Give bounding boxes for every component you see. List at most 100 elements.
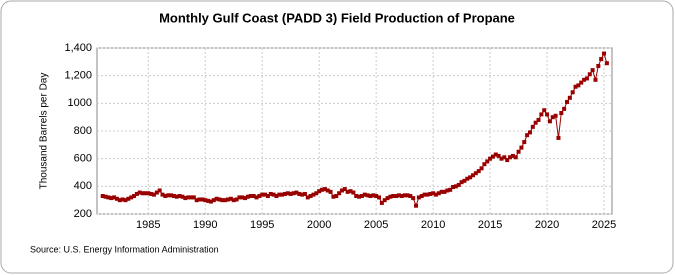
point	[451, 185, 456, 190]
point	[402, 193, 407, 198]
point	[550, 115, 555, 120]
point	[359, 194, 364, 199]
point	[112, 195, 117, 200]
point	[257, 194, 262, 199]
point	[191, 195, 196, 200]
point	[510, 153, 515, 158]
point	[345, 189, 350, 194]
point	[337, 191, 342, 196]
point	[602, 51, 607, 56]
point	[348, 189, 353, 194]
point	[117, 198, 122, 203]
point	[140, 191, 145, 196]
point	[391, 194, 396, 199]
point	[234, 197, 239, 202]
point	[240, 195, 245, 200]
y-tick-label: 400	[74, 180, 92, 192]
point	[374, 194, 379, 199]
point	[214, 196, 219, 201]
point	[479, 166, 484, 171]
point	[459, 180, 464, 185]
x-tick-label: 2020	[535, 219, 559, 231]
point	[129, 195, 134, 200]
point	[516, 149, 521, 154]
point	[223, 198, 228, 203]
point	[177, 194, 182, 199]
point	[248, 194, 253, 199]
point	[217, 197, 222, 202]
point	[137, 190, 142, 195]
point	[260, 192, 265, 197]
point	[485, 159, 490, 164]
point	[331, 194, 336, 199]
point	[419, 194, 424, 199]
point	[499, 156, 504, 161]
point	[414, 203, 419, 208]
x-tick-label: 2005	[364, 219, 388, 231]
point	[519, 145, 524, 150]
point	[288, 191, 293, 196]
point	[399, 194, 404, 199]
point	[476, 169, 481, 174]
point	[453, 184, 458, 189]
point	[314, 191, 319, 196]
point	[547, 119, 552, 124]
point	[545, 112, 550, 117]
point	[439, 189, 444, 194]
point	[163, 194, 168, 199]
point	[308, 194, 313, 199]
point	[564, 99, 569, 104]
point	[220, 198, 225, 203]
point	[146, 191, 151, 196]
y-tick-label: 1,400	[64, 42, 92, 54]
point	[388, 194, 393, 199]
point	[132, 194, 137, 199]
point	[576, 83, 581, 88]
point	[488, 156, 493, 161]
point	[448, 187, 453, 192]
point	[362, 192, 367, 197]
point	[562, 106, 567, 111]
point	[157, 188, 162, 193]
point	[513, 155, 518, 160]
point	[596, 63, 601, 68]
point	[445, 188, 450, 193]
point	[482, 162, 487, 167]
point	[579, 80, 584, 85]
point	[294, 190, 299, 195]
point	[431, 191, 436, 196]
point	[425, 192, 430, 197]
point	[473, 171, 478, 176]
point	[357, 194, 362, 199]
point	[200, 197, 205, 202]
point	[411, 196, 416, 201]
point	[206, 198, 211, 203]
point	[502, 155, 507, 160]
point	[103, 194, 108, 199]
point	[180, 194, 185, 199]
point	[166, 193, 171, 198]
point	[465, 176, 470, 181]
point	[271, 192, 276, 197]
x-tick-label: 1990	[193, 219, 217, 231]
point	[226, 197, 231, 202]
point	[334, 194, 339, 199]
point	[100, 194, 105, 199]
point	[186, 195, 191, 200]
point	[382, 198, 387, 203]
point	[428, 191, 433, 196]
point	[570, 90, 575, 95]
point	[604, 61, 609, 66]
x-tick-label: 1995	[250, 219, 274, 231]
point	[493, 152, 498, 157]
point	[282, 191, 287, 196]
point	[151, 192, 156, 197]
point	[263, 192, 268, 197]
y-tick-label: 600	[74, 153, 92, 165]
point	[525, 133, 530, 138]
point	[123, 198, 128, 203]
point	[277, 192, 282, 197]
point	[197, 197, 202, 202]
